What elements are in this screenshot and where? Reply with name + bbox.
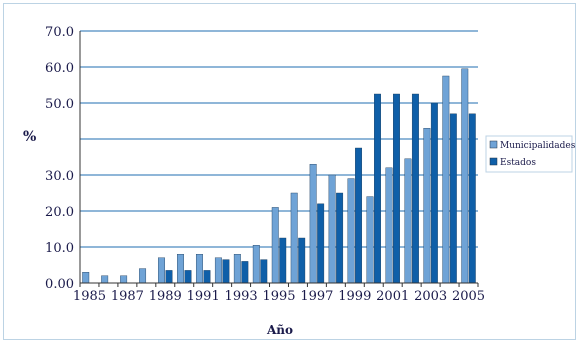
bar-municipalidades-2002 — [404, 158, 412, 284]
legend-swatch-municipalidades — [489, 140, 498, 149]
legend-box — [485, 135, 573, 173]
bar-estados-1990 — [184, 270, 192, 284]
y-tick-label: 0.00 — [45, 277, 74, 292]
gridlines — [80, 30, 478, 248]
x-tick-labels: 1985 1987 1989 1991 1993 1995 1997 1999 2001 2003… — [73, 289, 485, 304]
y-axis-label: % — [23, 129, 36, 145]
bar-municipalidades-1997 — [309, 163, 317, 284]
chart-frame — [3, 3, 576, 340]
bar-municipalidades-1996 — [290, 192, 298, 284]
axes — [79, 31, 479, 287]
bar-municipalidades-1987 — [120, 275, 128, 284]
y-tick-label: 70.0 — [45, 25, 74, 40]
bar-estados-2002 — [411, 93, 419, 284]
bar-municipalidades-1992 — [214, 257, 222, 284]
x-tick-label: 1999 — [338, 289, 371, 304]
bar-municipalidades-1991 — [195, 253, 203, 284]
y-tick-labels: 0.00 10.0 20.0 30.0 50.0 60.0 70.0 — [45, 25, 74, 292]
bar-estados-2000 — [374, 93, 381, 284]
bar-estados-2004 — [449, 113, 457, 284]
bar-estados-2003 — [430, 102, 438, 284]
x-tick-label: 1993 — [225, 289, 258, 304]
x-tick-label: 1995 — [262, 289, 295, 304]
bar-estados-1999 — [355, 147, 363, 284]
bar-municipalidades-1998 — [328, 174, 336, 284]
legend-swatch-estados — [489, 157, 498, 166]
y-tick-label: 50.0 — [45, 97, 74, 112]
bar-municipalidades-1990 — [177, 253, 184, 284]
y-tick-label: 20.0 — [45, 205, 74, 220]
bar-municipalidades-2001 — [385, 167, 393, 284]
bar-municipalidades-2000 — [366, 196, 374, 284]
bar-municipalidades-1986 — [101, 275, 109, 284]
bar-municipalidades-2004 — [442, 75, 450, 284]
legend-label-estados: Estados — [500, 158, 536, 168]
x-tick-label: 1985 — [73, 289, 106, 304]
bar-municipalidades-1994 — [252, 244, 260, 284]
bar-municipalidades-1988 — [139, 268, 147, 284]
x-tick-label: 1989 — [149, 289, 182, 304]
bar-municipalidades-1985 — [82, 272, 90, 284]
bar-estados-1998 — [336, 192, 344, 284]
x-tick-label: 1997 — [300, 289, 333, 304]
bar-estados-1994 — [260, 259, 268, 284]
bar-estados-1995 — [279, 237, 287, 284]
bar-estados-1989 — [165, 270, 173, 284]
y-tick-label: 60.0 — [45, 61, 74, 76]
bar-estados-1996 — [298, 237, 306, 284]
legend: Municipalidades Estados — [485, 135, 576, 173]
x-axis-label: Año — [266, 323, 293, 337]
bar-estados-1997 — [317, 203, 325, 284]
bar-estados-1992 — [222, 259, 230, 284]
bars — [82, 68, 476, 284]
bar-estados-1991 — [203, 270, 211, 284]
y-tick-label: 30.0 — [45, 169, 74, 184]
x-tick-label: 2003 — [414, 289, 447, 304]
bar-estados-2005 — [468, 113, 476, 284]
bar-municipalidades-1995 — [271, 207, 279, 284]
y-tick-label: 10.0 — [45, 241, 74, 256]
bar-municipalidades-2003 — [423, 127, 431, 284]
bar-estados-1993 — [241, 261, 249, 284]
x-tick-label: 2005 — [452, 289, 485, 304]
bar-estados-2001 — [393, 93, 400, 284]
x-tick-label: 1987 — [111, 289, 144, 304]
x-tick-label: 2001 — [376, 289, 409, 304]
bar-municipalidades-2005 — [461, 68, 469, 284]
legend-label-municipalidades: Municipalidades — [500, 141, 576, 151]
bar-municipalidades-1999 — [347, 178, 355, 284]
bar-municipalidades-1989 — [158, 257, 165, 284]
bar-municipalidades-1993 — [233, 253, 241, 284]
x-tick-label: 1991 — [187, 289, 220, 304]
